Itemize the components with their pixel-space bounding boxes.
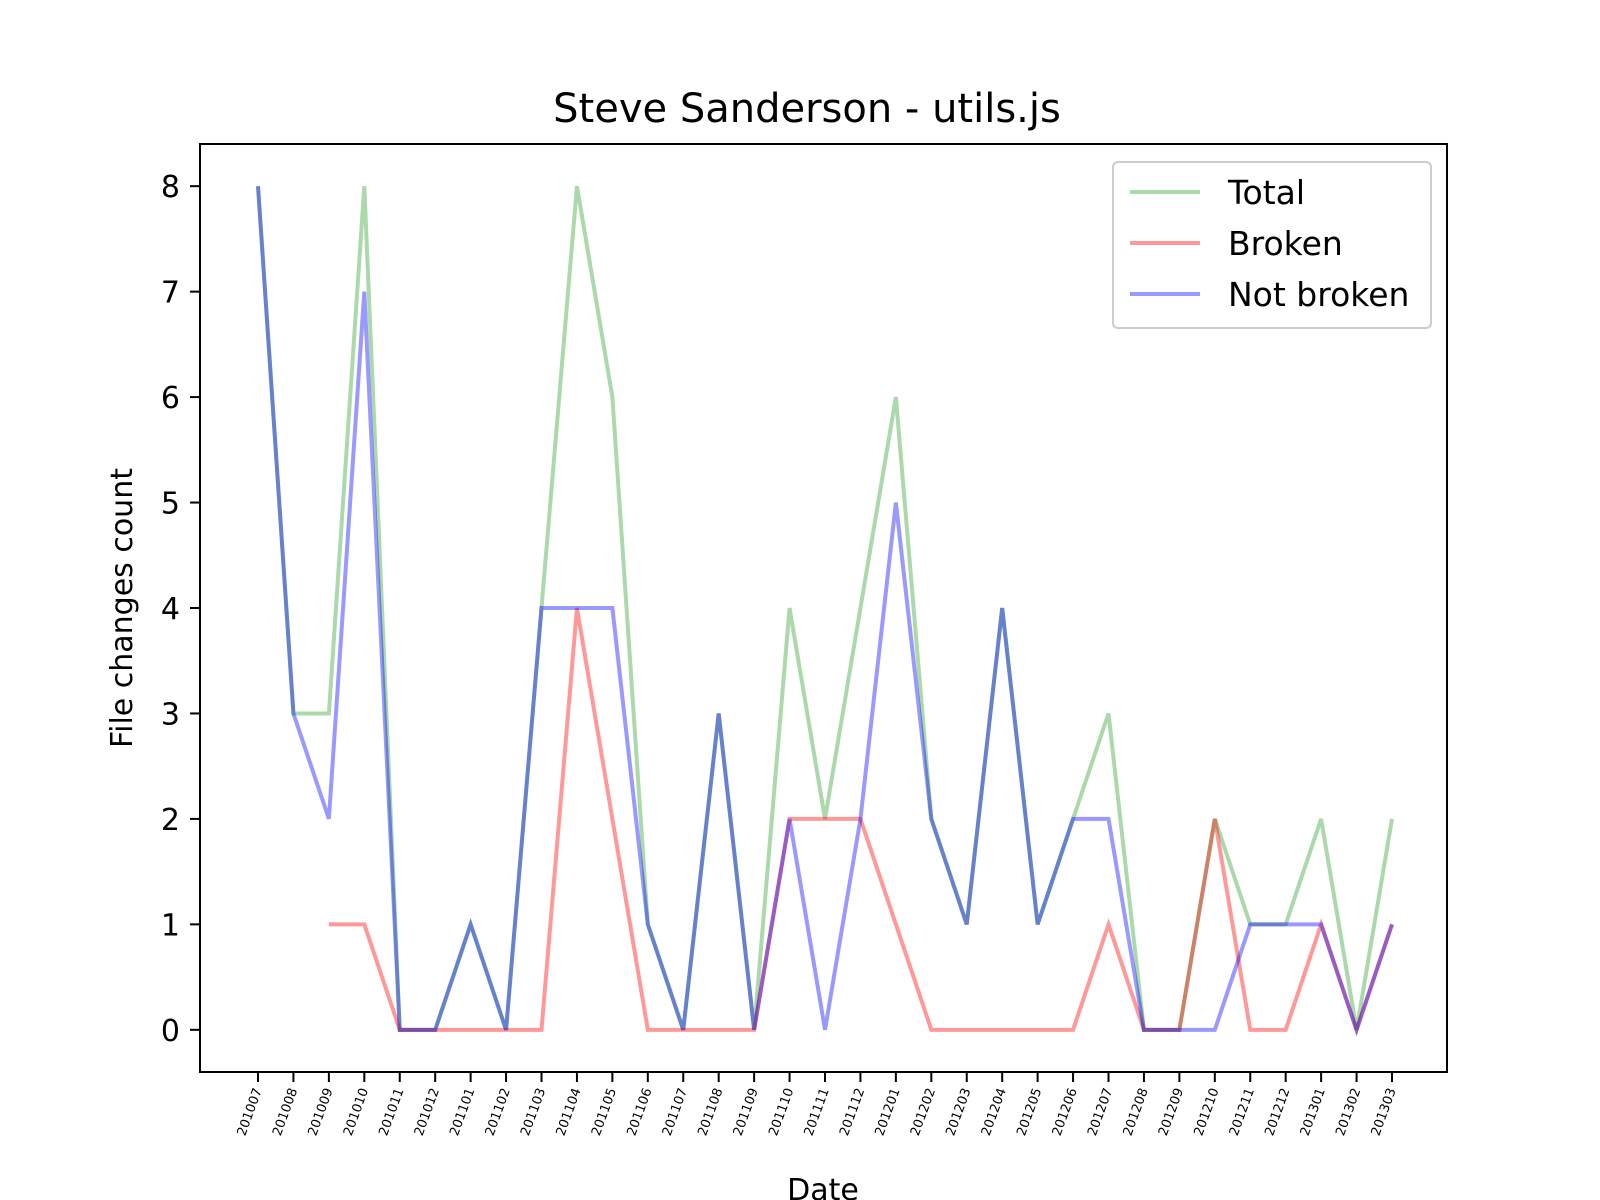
x-tick-label: 201102: [483, 1086, 514, 1138]
x-tick-label: 201108: [695, 1086, 726, 1138]
x-axis-label: Date: [787, 1173, 859, 1200]
legend-box: [1112, 161, 1432, 329]
y-tick-label: 3: [161, 697, 180, 732]
x-tick-label: 201204: [979, 1086, 1010, 1138]
x-axis: 201007 201008 201009 201010 201011 201012 2011…: [235, 1072, 1400, 1138]
series-line-not-broken: [256, 186, 1394, 1037]
x-tick-label: 201112: [837, 1086, 868, 1138]
x-tick-label: 201012: [412, 1086, 443, 1138]
series-line-broken: [328, 607, 1394, 1037]
x-tick-label: 201205: [1014, 1086, 1045, 1138]
x-tick-label: 201202: [908, 1086, 939, 1138]
y-tick-label: 4: [161, 592, 180, 627]
x-tick-label: 201212: [1262, 1086, 1293, 1138]
x-tick-label: 201209: [1156, 1086, 1187, 1138]
y-tick-label: 1: [161, 908, 180, 943]
x-tick-label: 201206: [1050, 1086, 1081, 1138]
x-tick-label: 201010: [341, 1086, 372, 1138]
x-tick-label: 201007: [235, 1086, 266, 1138]
x-tick-label: 201211: [1227, 1086, 1258, 1138]
x-tick-label: 201103: [518, 1086, 549, 1138]
y-tick-label: 8: [161, 170, 180, 205]
x-tick-label: 201104: [554, 1086, 585, 1138]
x-tick-label: 201008: [270, 1086, 301, 1138]
x-tick-label: 201011: [376, 1086, 407, 1138]
chart-title: Steve Sanderson - utils.js: [553, 86, 1061, 132]
y-tick-label: 5: [161, 487, 180, 522]
x-tick-label: 201107: [660, 1086, 691, 1138]
x-tick-label: 201101: [447, 1086, 478, 1138]
legend-label-broken: Broken: [1228, 224, 1343, 263]
x-tick-label: 201106: [624, 1086, 655, 1138]
x-tick-label: 201105: [589, 1086, 620, 1138]
x-tick-label: 201301: [1298, 1086, 1329, 1138]
y-axis-label: File changes count: [105, 468, 140, 748]
y-tick-label: 0: [161, 1014, 180, 1049]
y-axis: 0 1 2 3 4 5 6 7 8: [161, 170, 200, 1049]
x-tick-label: 201303: [1369, 1086, 1400, 1138]
x-tick-label: 201302: [1333, 1086, 1364, 1138]
legend-label-total: Total: [1227, 173, 1305, 212]
x-tick-label: 201201: [873, 1086, 904, 1138]
x-tick-label: 201210: [1191, 1086, 1222, 1138]
x-tick-label: 201111: [802, 1086, 833, 1138]
series-line-total: [256, 185, 1394, 1032]
y-tick-label: 2: [161, 803, 180, 838]
x-tick-label: 201203: [943, 1086, 974, 1138]
x-tick-label: 201109: [731, 1086, 762, 1138]
legend: Total Broken Not broken: [1112, 161, 1432, 329]
x-tick-label: 201207: [1085, 1086, 1116, 1138]
plot-lines: [256, 185, 1394, 1037]
x-tick-label: 201208: [1121, 1086, 1152, 1138]
y-tick-label: 6: [161, 381, 180, 416]
x-tick-label: 201009: [306, 1086, 337, 1138]
legend-label-not-broken: Not broken: [1228, 275, 1409, 314]
x-tick-label: 201110: [766, 1086, 797, 1138]
y-tick-label: 7: [161, 276, 180, 311]
